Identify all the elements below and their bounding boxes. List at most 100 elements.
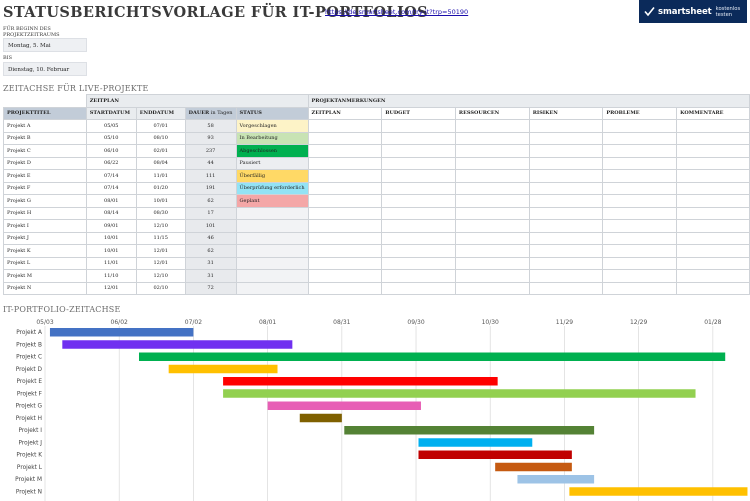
note-cell[interactable] bbox=[307, 231, 383, 245]
start-date-cell[interactable]: 12/01 bbox=[85, 281, 137, 295]
note-cell[interactable] bbox=[381, 131, 456, 145]
note-cell[interactable] bbox=[528, 219, 604, 233]
end-date-cell[interactable]: 08/10 bbox=[135, 131, 186, 145]
note-cell[interactable] bbox=[454, 131, 530, 145]
duration-cell[interactable]: 101 bbox=[184, 219, 237, 233]
note-cell[interactable] bbox=[307, 244, 383, 258]
start-date-cell[interactable]: 11/10 bbox=[85, 269, 137, 283]
start-date-field[interactable]: Montag, 5. Mai bbox=[3, 38, 87, 52]
note-cell[interactable] bbox=[528, 119, 604, 133]
smartsheet-link[interactable]: https://de.smartsheet.com/try-it?trp=501… bbox=[325, 8, 469, 16]
note-cell[interactable] bbox=[307, 169, 383, 183]
note-cell[interactable] bbox=[528, 281, 604, 295]
start-date-cell[interactable]: 08/01 bbox=[85, 194, 137, 208]
note-cell[interactable] bbox=[602, 244, 678, 258]
end-date-cell[interactable]: 11/15 bbox=[135, 231, 186, 245]
status-cell[interactable]: Abgeschlossen bbox=[235, 144, 309, 158]
note-cell[interactable] bbox=[381, 244, 456, 258]
note-cell[interactable] bbox=[528, 181, 604, 195]
project-title-cell[interactable]: Projekt I bbox=[3, 219, 87, 233]
duration-cell[interactable]: 237 bbox=[184, 144, 237, 158]
note-cell[interactable] bbox=[381, 156, 456, 170]
smartsheet-cta-button[interactable]: smartsheet kostenlos testen bbox=[639, 0, 747, 23]
note-cell[interactable] bbox=[307, 256, 383, 270]
note-cell[interactable] bbox=[454, 181, 530, 195]
note-cell[interactable] bbox=[676, 256, 750, 270]
note-cell[interactable] bbox=[528, 231, 604, 245]
status-cell[interactable] bbox=[235, 269, 309, 283]
project-title-cell[interactable]: Projekt G bbox=[3, 194, 87, 208]
note-cell[interactable] bbox=[307, 119, 383, 133]
start-date-cell[interactable]: 07/14 bbox=[85, 169, 137, 183]
note-cell[interactable] bbox=[454, 231, 530, 245]
project-title-cell[interactable]: Projekt J bbox=[3, 231, 87, 245]
note-cell[interactable] bbox=[528, 206, 604, 220]
note-cell[interactable] bbox=[528, 144, 604, 158]
note-cell[interactable] bbox=[676, 219, 750, 233]
note-cell[interactable] bbox=[602, 181, 678, 195]
start-date-cell[interactable]: 06/10 bbox=[85, 144, 137, 158]
note-cell[interactable] bbox=[602, 219, 678, 233]
note-cell[interactable] bbox=[676, 244, 750, 258]
end-date-cell[interactable]: 07/01 bbox=[135, 119, 186, 133]
note-cell[interactable] bbox=[676, 194, 750, 208]
project-title-cell[interactable]: Projekt L bbox=[3, 256, 87, 270]
note-cell[interactable] bbox=[381, 281, 456, 295]
note-cell[interactable] bbox=[602, 281, 678, 295]
note-cell[interactable] bbox=[602, 194, 678, 208]
note-cell[interactable] bbox=[454, 219, 530, 233]
duration-cell[interactable]: 111 bbox=[184, 169, 237, 183]
project-title-cell[interactable]: Projekt H bbox=[3, 206, 87, 220]
status-cell[interactable] bbox=[235, 206, 309, 220]
note-cell[interactable] bbox=[676, 131, 750, 145]
start-date-cell[interactable]: 11/01 bbox=[85, 256, 137, 270]
duration-cell[interactable]: 58 bbox=[184, 119, 237, 133]
project-title-cell[interactable]: Projekt B bbox=[3, 131, 87, 145]
end-date-cell[interactable]: 02/10 bbox=[135, 281, 186, 295]
project-title-cell[interactable]: Projekt M bbox=[3, 269, 87, 283]
status-cell[interactable] bbox=[235, 256, 309, 270]
note-cell[interactable] bbox=[602, 231, 678, 245]
note-cell[interactable] bbox=[676, 169, 750, 183]
status-cell[interactable]: Vorgeschlagen bbox=[235, 119, 309, 133]
status-cell[interactable]: Überfällig bbox=[235, 169, 309, 183]
note-cell[interactable] bbox=[602, 144, 678, 158]
project-title-cell[interactable]: Projekt K bbox=[3, 244, 87, 258]
end-date-cell[interactable]: 12/01 bbox=[135, 256, 186, 270]
project-title-cell[interactable]: Projekt D bbox=[3, 156, 87, 170]
note-cell[interactable] bbox=[454, 169, 530, 183]
status-cell[interactable]: Geplant bbox=[235, 194, 309, 208]
note-cell[interactable] bbox=[381, 219, 456, 233]
end-date-cell[interactable]: 08/30 bbox=[135, 206, 186, 220]
note-cell[interactable] bbox=[602, 156, 678, 170]
note-cell[interactable] bbox=[307, 144, 383, 158]
duration-cell[interactable]: 44 bbox=[184, 156, 237, 170]
duration-cell[interactable]: 191 bbox=[184, 181, 237, 195]
note-cell[interactable] bbox=[528, 156, 604, 170]
start-date-cell[interactable]: 08/14 bbox=[85, 206, 137, 220]
start-date-cell[interactable]: 09/01 bbox=[85, 219, 137, 233]
status-cell[interactable] bbox=[235, 244, 309, 258]
project-title-cell[interactable]: Projekt A bbox=[3, 119, 87, 133]
note-cell[interactable] bbox=[381, 206, 456, 220]
duration-cell[interactable]: 31 bbox=[184, 269, 237, 283]
start-date-cell[interactable]: 06/22 bbox=[85, 156, 137, 170]
note-cell[interactable] bbox=[307, 156, 383, 170]
duration-cell[interactable]: 62 bbox=[184, 244, 237, 258]
start-date-cell[interactable]: 10/01 bbox=[85, 231, 137, 245]
note-cell[interactable] bbox=[454, 256, 530, 270]
note-cell[interactable] bbox=[307, 219, 383, 233]
start-date-cell[interactable]: 05/10 bbox=[85, 131, 137, 145]
note-cell[interactable] bbox=[307, 269, 383, 283]
note-cell[interactable] bbox=[528, 256, 604, 270]
note-cell[interactable] bbox=[307, 131, 383, 145]
end-date-cell[interactable]: 12/10 bbox=[135, 219, 186, 233]
note-cell[interactable] bbox=[381, 119, 456, 133]
project-title-cell[interactable]: Projekt E bbox=[3, 169, 87, 183]
note-cell[interactable] bbox=[381, 144, 456, 158]
note-cell[interactable] bbox=[381, 194, 456, 208]
note-cell[interactable] bbox=[676, 144, 750, 158]
status-cell[interactable] bbox=[235, 231, 309, 245]
note-cell[interactable] bbox=[454, 144, 530, 158]
duration-cell[interactable]: 46 bbox=[184, 231, 237, 245]
